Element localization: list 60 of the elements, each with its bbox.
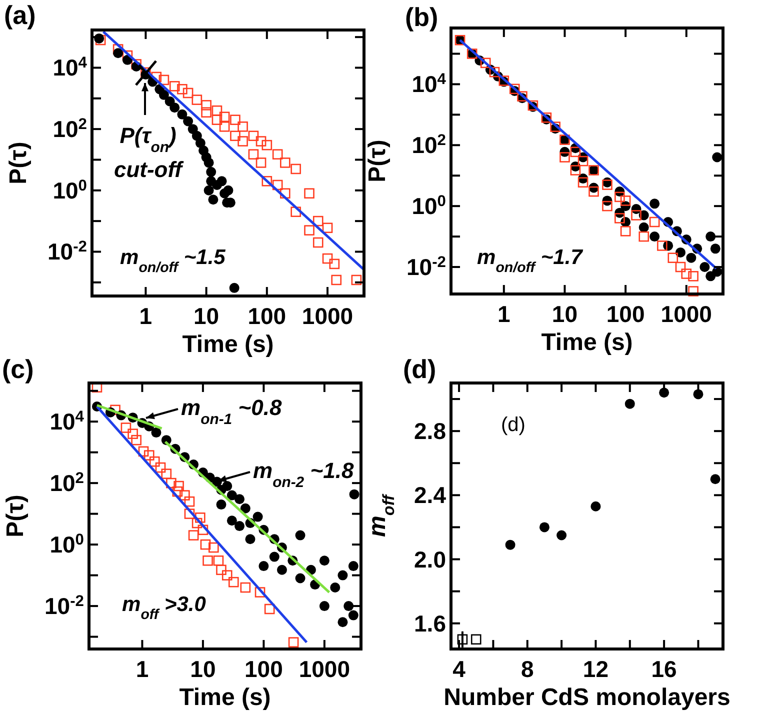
x-tick-label: 1 [136,656,149,682]
y-axis-title: P(τ) [364,140,391,182]
x-tick-label: 4 [452,656,466,682]
annotation: m$_{on/off}$ ~1.7 [477,246,584,276]
y-tick-label: 10$^{0}$ [52,176,88,204]
point [693,389,704,400]
y-tick-label: 2.0 [414,546,446,572]
chart-title: (a) [4,0,36,30]
x-tick-label: 10 [194,303,220,329]
y-tick-label: 10$^{0}$ [412,192,446,220]
annotation: (d) [501,414,526,436]
point [539,522,550,532]
point [470,634,482,645]
point [710,474,720,484]
x-tick-label: 12 [582,656,609,682]
point [624,398,635,409]
y-tick-label: 10$^{-2}$ [44,592,84,620]
x-tick-label: 16 [651,656,677,682]
annotation: m$_{off}$ >3.0 [122,593,206,623]
y-tick-label: 2.4 [414,482,446,508]
y-tick-label: 10$^{0}$ [50,531,84,558]
x-tick-label: 100 [248,303,286,329]
point [590,501,601,512]
x-tick-label: 100 [606,301,645,327]
point [659,388,670,398]
x-axis-title: Time (s) [182,331,274,358]
annotation: m$_{on-1}$ ~0.8 [181,395,282,428]
x-tick-label: 1000 [302,303,354,329]
annotation: P(τ$_{on}$) cut-off [114,123,185,182]
y-tick-label: 10$^{4}$ [50,408,84,435]
x-tick-label: 1000 [298,656,350,682]
y-tick-label: 10$^{-2}$ [406,254,446,280]
y-axis-title: P(τ) [5,142,32,184]
x-tick-label: 10 [190,656,216,682]
point [556,530,567,540]
annotation: m$_{on-2}$ ~1.8 [253,458,354,490]
y-tick-label: 10$^{4}$ [412,70,446,98]
y-tick-label: 10$^{4}$ [52,54,88,81]
y-tick-label: 10$^{-2}$ [48,238,88,265]
y-tick-label: 2.8 [414,418,446,444]
point [457,634,468,645]
chart-title: (c) [2,354,34,384]
x-tick-label: 100 [244,656,283,682]
y-tick-label: 10$^{2}$ [52,116,88,142]
annotation: m$_{on/off}$ ~1.5 [120,246,226,276]
x-axis-title: Number CdS monolayers [444,684,730,711]
chart-title: (b) [405,2,438,32]
y-tick-label: 1.6 [414,610,446,636]
x-tick-label: 1000 [660,301,712,327]
x-axis-title: Time (s) [541,329,633,356]
point [505,540,516,550]
x-axis-title: Time (s) [179,684,271,711]
y-axis-title: P(τ) [2,494,29,538]
x-tick-label: 8 [520,656,534,682]
y-tick-label: 10$^{2}$ [412,132,446,158]
x-tick-label: 1 [139,303,152,329]
x-tick-label: 1 [498,301,510,327]
y-tick-label: 10$^{2}$ [50,470,84,496]
x-tick-label: 10 [552,301,578,327]
chart-title: (d) [403,354,436,384]
